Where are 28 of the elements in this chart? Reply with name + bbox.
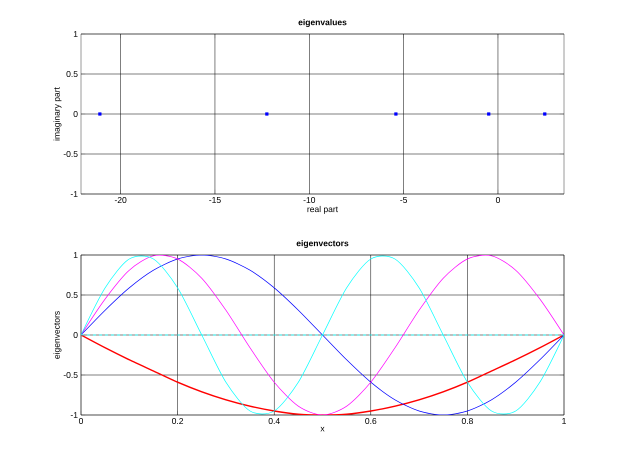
y-axis-title: imaginary part xyxy=(54,87,62,140)
y-tick-label: -0.5 xyxy=(64,151,78,158)
y-tick-label: -1 xyxy=(70,412,78,418)
y-tick-label: 0.5 xyxy=(66,71,78,78)
x-axis-title: real part xyxy=(307,206,338,214)
y-tick-label: 0 xyxy=(74,332,78,338)
y-tick-label: 0.5 xyxy=(66,292,78,298)
y-tick-label: 1 xyxy=(74,252,78,258)
y-axis-title: eigenvectors xyxy=(54,311,62,359)
x-tick-label: 0.4 xyxy=(268,418,280,424)
x-tick-label: 0 xyxy=(496,197,500,204)
x-tick-label: -20 xyxy=(114,197,126,204)
x-tick-label: 0.6 xyxy=(365,418,376,424)
y-tick-label: -0.5 xyxy=(64,372,78,378)
x-tick-label: -5 xyxy=(400,197,408,203)
x-tick-label: 1 xyxy=(562,418,566,424)
y-tick-label: 1 xyxy=(74,31,78,37)
y-tick-label: 0 xyxy=(74,111,78,118)
x-tick-label: 0 xyxy=(78,418,84,424)
line-series xyxy=(81,334,564,415)
x-tick-label: 0.8 xyxy=(462,418,473,424)
x-tick-label: -10 xyxy=(304,197,316,204)
chart-title: eigenvectors xyxy=(296,240,348,248)
x-tick-label: -15 xyxy=(209,197,221,203)
y-tick-label: -1 xyxy=(70,191,78,197)
x-tick-label: 0.2 xyxy=(172,418,184,424)
chart-title: eigenvalues xyxy=(298,19,346,27)
x-axis-title: x xyxy=(320,426,325,432)
